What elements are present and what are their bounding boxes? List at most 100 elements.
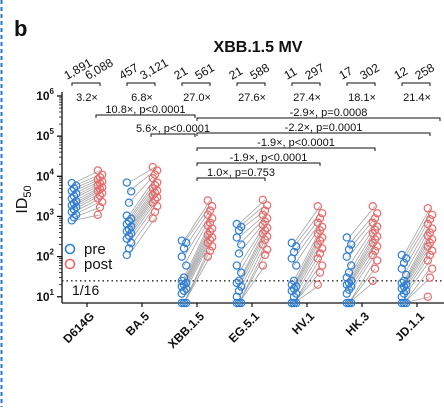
x-tick-label: HV.1 [289, 309, 317, 337]
pre-point [236, 240, 246, 249]
pair-line [348, 254, 376, 294]
comparison-bracket [95, 114, 196, 118]
pre-point [126, 187, 136, 196]
y-tick-base: 10 [36, 290, 50, 304]
pre-point [287, 238, 296, 248]
pre-point [236, 268, 246, 277]
x-tick-label: XBB.1.5 [165, 309, 207, 351]
pre-point [347, 240, 356, 249]
post-point [373, 209, 382, 218]
post-point [152, 178, 162, 187]
pre-point [402, 270, 411, 280]
pre-point [347, 298, 356, 308]
comparison-label: 5.6×, p<0.0001 [136, 123, 210, 135]
pre-point [402, 298, 411, 308]
pre-point [124, 244, 134, 253]
pair-line [128, 188, 156, 225]
pair-line [348, 239, 376, 284]
y-tick-base: 10 [36, 209, 50, 223]
y-tick-exp: 6 [50, 87, 55, 96]
fold-change: 27.0× [183, 92, 211, 104]
pair-line [238, 227, 266, 273]
pre-point [124, 217, 134, 226]
fold-change: 6.8× [131, 92, 153, 104]
post-point [152, 186, 162, 195]
pre-point [232, 292, 241, 301]
gmt-post: 297 [303, 60, 328, 82]
comparison-label: -2.9×, p=0.0008 [290, 107, 368, 119]
pair-line [293, 222, 321, 259]
pair-line [403, 232, 431, 281]
comparison-bracket [196, 132, 431, 136]
post-point [423, 292, 432, 301]
pair-line [238, 199, 266, 225]
pair-line [293, 213, 321, 247]
pair-line [128, 190, 156, 227]
pre-point [232, 219, 241, 229]
pair-line [293, 226, 321, 266]
pair-line [293, 272, 321, 304]
detection-limit-label: 1/16 [72, 282, 99, 298]
y-tick-label: 105 [36, 127, 54, 143]
pair-line [348, 236, 376, 282]
gmt-pre: 12 [392, 64, 411, 83]
pair-line [348, 233, 376, 278]
pair-line [348, 222, 376, 257]
gmt-pre: 11 [282, 64, 300, 83]
pre-point [69, 184, 79, 193]
post-point [428, 246, 437, 255]
x-tick-label: JD.1.1 [392, 309, 427, 344]
pair-line [238, 265, 266, 304]
gmt-pre: 21 [172, 64, 191, 83]
post-point [263, 201, 272, 210]
pre-point [287, 286, 296, 296]
pre-point [124, 225, 134, 234]
post-point [205, 246, 215, 255]
pre-point [236, 298, 246, 308]
post-point [425, 215, 435, 224]
chart-title: XBB.1.5 MV [214, 39, 303, 56]
post-point [368, 202, 377, 211]
gmt-post: 561 [193, 60, 218, 82]
post-point [148, 162, 157, 172]
comparison-label: 10.8×, p<0.0001 [105, 104, 185, 116]
pair-line [128, 211, 156, 249]
post-point [97, 188, 107, 198]
pair-line [238, 244, 266, 297]
pair-line [403, 260, 431, 298]
comparison-label: -2.2×, p=0.0001 [285, 122, 363, 134]
pre-point [67, 186, 77, 196]
gmt-post: 258 [413, 60, 438, 82]
gmt-bracket [126, 82, 156, 86]
pre-point [232, 278, 241, 288]
pair-line [73, 214, 101, 221]
pair-line [293, 240, 321, 289]
pre-point [397, 278, 406, 288]
post-point [95, 203, 105, 212]
post-point [207, 202, 217, 211]
post-point [425, 250, 435, 260]
post-point [423, 204, 432, 213]
comparison-bracket [196, 117, 441, 121]
comparison-label: -1.9×, p<0.0001 [257, 137, 335, 149]
pre-point [126, 222, 136, 231]
pre-point [234, 286, 244, 296]
pre-point [179, 244, 189, 253]
pair-line [183, 256, 211, 304]
post-point [318, 222, 327, 232]
post-point [370, 246, 380, 255]
post-point [150, 207, 160, 217]
pre-point [236, 222, 246, 232]
post-point [260, 226, 270, 235]
gmt-bracket [71, 82, 101, 86]
fold-change: 27.4× [293, 92, 321, 104]
post-point [150, 170, 160, 179]
post-point [205, 218, 215, 227]
post-point [93, 166, 103, 175]
pair-line [293, 230, 321, 281]
gmt-pre: 21 [227, 64, 246, 83]
pair-line [348, 213, 376, 245]
pair-line [293, 205, 321, 244]
post-point [423, 256, 432, 265]
